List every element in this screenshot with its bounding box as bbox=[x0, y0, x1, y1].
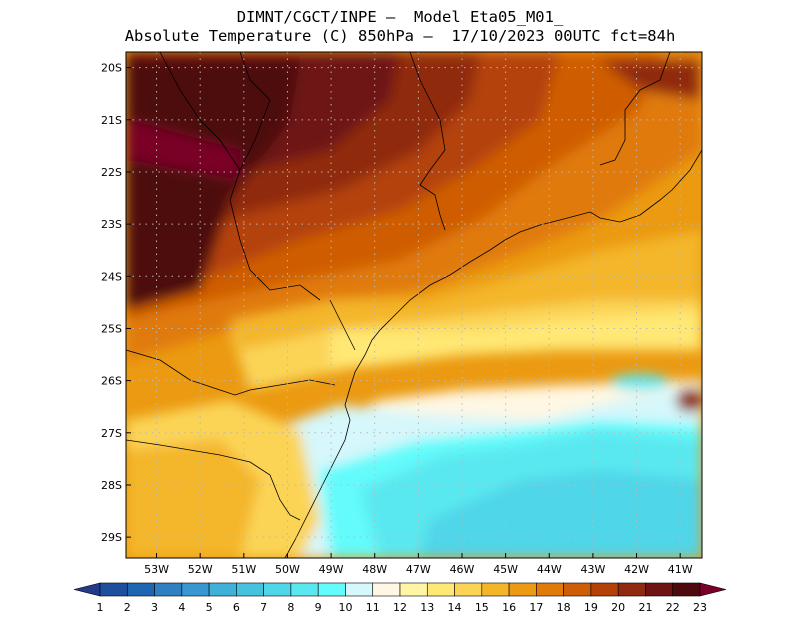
colorbar-label: 9 bbox=[315, 601, 322, 614]
colorbar-swatch bbox=[536, 582, 564, 597]
colorbar-label: 2 bbox=[124, 601, 131, 614]
lat-tick-label: 23S bbox=[101, 218, 122, 231]
lon-tick-label: 50W bbox=[275, 563, 300, 576]
colorbar-swatch bbox=[590, 582, 619, 597]
colorbar-swatch bbox=[563, 582, 592, 597]
lat-tick-label: 29S bbox=[101, 531, 122, 544]
lon-tick-label: 44W bbox=[537, 563, 562, 576]
colorbar-label: 4 bbox=[178, 601, 185, 614]
lat-tick-label: 27S bbox=[101, 427, 122, 440]
lat-tick-label: 24S bbox=[101, 270, 122, 283]
colorbar-swatch bbox=[645, 582, 674, 597]
colorbar-label: 14 bbox=[448, 601, 462, 614]
lon-tick-label: 46W bbox=[450, 563, 475, 576]
colorbar-label: 22 bbox=[666, 601, 680, 614]
colorbar-label: 10 bbox=[338, 601, 352, 614]
colorbar-swatch bbox=[263, 582, 292, 597]
lon-tick-label: 42W bbox=[624, 563, 649, 576]
lat-tick-label: 26S bbox=[101, 375, 122, 388]
colorbar-swatch bbox=[399, 582, 428, 597]
lon-tick-label: 52W bbox=[188, 563, 213, 576]
colorbar: 1 2 3 4 5 6 7 8 9 10 11 12 13 14 15 16 17 18 19 20 21 22 23 bbox=[73, 582, 727, 614]
lon-tick-label: 47W bbox=[406, 563, 431, 576]
map-title-line-1: DIMNT/CGCT/INPE – Model Eta05_M01_ bbox=[236, 8, 564, 26]
colorbar-label: 1 bbox=[97, 601, 104, 614]
colorbar-label: 16 bbox=[502, 601, 516, 614]
colorbar-swatch bbox=[99, 582, 128, 597]
colorbar-label: 15 bbox=[475, 601, 489, 614]
colorbar-swatch bbox=[617, 582, 646, 597]
map-frame bbox=[125, 51, 703, 559]
colorbar-min-arrow bbox=[73, 582, 101, 597]
lat-tick-label: 25S bbox=[101, 322, 122, 335]
colorbar-swatch bbox=[481, 582, 510, 597]
colorbar-label: 17 bbox=[529, 601, 543, 614]
lon-tick-label: 41W bbox=[668, 563, 693, 576]
lat-tick-label: 28S bbox=[101, 479, 122, 492]
colorbar-swatch bbox=[181, 582, 210, 597]
lat-tick-label: 21S bbox=[101, 114, 122, 127]
lat-tick-label: 22S bbox=[101, 166, 122, 179]
longitude-labels: 53W 52W 51W 50W 49W 48W 47W 46W 45W 44W 43W 42W 41W bbox=[144, 553, 693, 576]
lon-tick-label: 49W bbox=[319, 563, 344, 576]
colorbar-label: 23 bbox=[693, 601, 707, 614]
colorbar-label: 13 bbox=[420, 601, 434, 614]
colorbar-label: 21 bbox=[638, 601, 652, 614]
colorbar-swatch bbox=[426, 582, 455, 597]
colorbar-swatch bbox=[508, 582, 537, 597]
borders bbox=[126, 52, 702, 558]
colorbar-label: 3 bbox=[151, 601, 158, 614]
colorbar-label: 12 bbox=[393, 601, 407, 614]
colorbar-label: 6 bbox=[233, 601, 240, 614]
colorbar-swatch bbox=[372, 582, 401, 597]
colorbar-swatch bbox=[317, 582, 346, 597]
temperature-field bbox=[126, 52, 702, 558]
colorbar-swatch bbox=[290, 582, 319, 597]
colorbar-max-arrow bbox=[699, 582, 727, 597]
colorbar-label: 5 bbox=[206, 601, 213, 614]
colorbar-label: 8 bbox=[287, 601, 294, 614]
colorbar-swatch bbox=[126, 582, 155, 597]
lon-tick-label: 53W bbox=[144, 563, 169, 576]
colorbar-swatch bbox=[236, 582, 264, 597]
lon-tick-label: 51W bbox=[231, 563, 256, 576]
colorbar-swatch bbox=[454, 582, 483, 597]
lon-tick-label: 45W bbox=[493, 563, 518, 576]
lat-tick-label: 20S bbox=[101, 62, 122, 75]
latitude-labels: 20S 21S 22S 23S 24S 25S 26S 27S 28S 29S bbox=[101, 62, 131, 544]
colorbar-label: 7 bbox=[260, 601, 267, 614]
map-title-line-2: Absolute Temperature (C) 850hPa – 17/10/… bbox=[124, 27, 676, 45]
lon-tick-label: 43W bbox=[580, 563, 605, 576]
colorbar-label: 19 bbox=[584, 601, 598, 614]
colorbar-swatch bbox=[208, 582, 237, 597]
colorbar-label: 11 bbox=[366, 601, 380, 614]
colorbar-swatch bbox=[345, 582, 374, 597]
colorbar-label: 18 bbox=[557, 601, 571, 614]
colorbar-label: 20 bbox=[611, 601, 625, 614]
colorbar-swatch bbox=[154, 582, 183, 597]
lon-tick-label: 48W bbox=[362, 563, 387, 576]
colorbar-swatch bbox=[672, 582, 701, 597]
